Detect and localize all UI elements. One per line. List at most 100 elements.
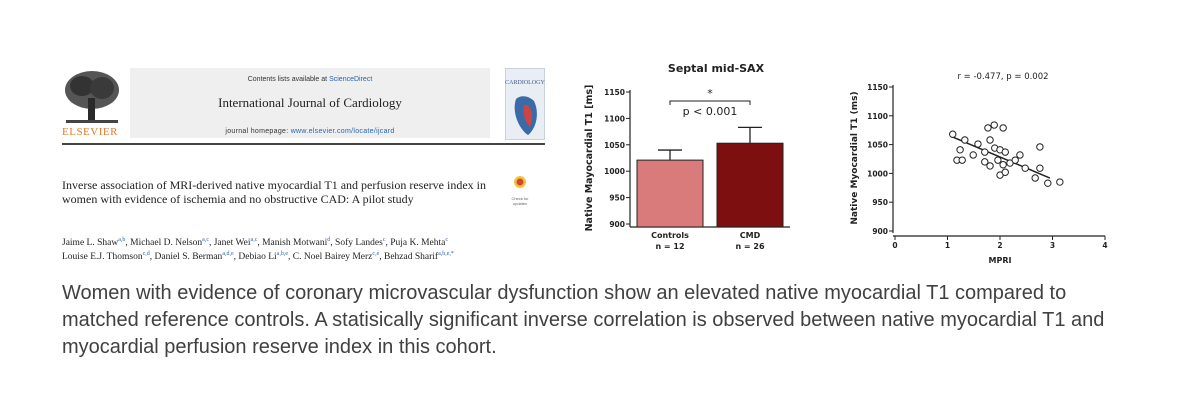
y-tick-label: 900: [609, 220, 625, 229]
category-note: n = 12: [655, 242, 684, 251]
y-tick-label: 1000: [604, 167, 625, 176]
author-list: Jaime L. Shawa,bMichael D. Nelsona,cJane…: [62, 235, 454, 263]
author: Manish Motwanid: [262, 237, 335, 249]
author-affiliation: a,b: [118, 237, 126, 243]
data-point: [981, 148, 989, 156]
author-name: Manish Motwani: [262, 238, 328, 249]
caption: Women with evidence of coronary microvas…: [62, 282, 1105, 358]
cover-title: CARDIOLOGY: [505, 80, 545, 86]
charts: Septal mid-SAX Native Mayocardial T1 [ms]…: [584, 62, 1108, 265]
x-tick-label: 1: [945, 241, 950, 250]
author: Daniel S. Bermana,d,e: [154, 251, 239, 263]
x-tick-label: 0: [892, 241, 897, 250]
significance-bracket: [669, 100, 751, 105]
homepage-line: journal homepage: www.elsevier.com/locat…: [130, 128, 490, 135]
elsevier-tree-logo: [65, 71, 119, 123]
publisher-name: ELSEVIER: [62, 126, 118, 138]
x-axis-label: MPRI: [989, 256, 1012, 265]
data-point: [981, 158, 989, 166]
author-affiliation: a,c: [202, 237, 209, 243]
author-name: Louise E.J. Thomson: [62, 252, 143, 263]
author-name: Sofy Landes: [335, 238, 383, 249]
data-point: [958, 156, 966, 164]
category-note: n = 26: [735, 242, 765, 251]
chart-title: r = -0.477, p = 0.002: [957, 72, 1048, 82]
cover-art: [514, 96, 537, 135]
data-point: [1021, 164, 1029, 172]
author-affiliation: a,b,e,*: [438, 251, 454, 258]
data-point: [961, 136, 969, 144]
y-tick-label: 1050: [867, 141, 888, 150]
data-point: [1031, 174, 1039, 182]
y-axis-label: Native Myocardial T1 (ms): [850, 91, 860, 224]
author-affiliation: c,e: [372, 251, 380, 258]
data-point: [949, 130, 957, 138]
author-name: Janet Wei: [213, 238, 251, 249]
data-point: [1056, 178, 1064, 186]
data-point: [1036, 164, 1044, 172]
y-tick-label: 1000: [867, 169, 888, 178]
author: Behzad Sharifa,b,e,*: [384, 251, 454, 262]
journal-name: International Journal of Cardiology: [218, 95, 402, 110]
check-updates-icon: [514, 176, 526, 188]
y-tick-label: 1150: [867, 83, 888, 92]
bar: [636, 159, 704, 228]
author-line: Jaime L. Shawa,bMichael D. Nelsona,cJane…: [62, 235, 454, 249]
data-point: [986, 162, 994, 170]
article-title: Inverse association of MRI-derived nativ…: [62, 178, 486, 206]
bar: [716, 142, 784, 228]
header-band: [130, 68, 490, 138]
contents-line: Contents lists available at ScienceDirec…: [130, 76, 490, 83]
author-name: Michael D. Nelson: [130, 238, 203, 249]
author: Debiao Lia,b,e: [238, 251, 292, 263]
data-point: [986, 136, 994, 144]
data-point: [1036, 143, 1044, 151]
y-axis-label: Native Mayocardial T1 [ms]: [584, 85, 595, 232]
author-affiliation: d: [327, 237, 331, 243]
y-tick-label: 900: [872, 227, 888, 236]
author-name: Puja K. Mehta: [390, 238, 446, 249]
data-point: [999, 161, 1007, 169]
x-tick-label: 4: [1102, 241, 1107, 250]
y-tick-label: 1050: [604, 141, 625, 150]
author-name: Daniel S. Berman: [154, 252, 223, 263]
significance-marker: *: [707, 87, 713, 100]
author: C. Noel Bairey Merzc,e: [292, 251, 384, 263]
author-affiliation: c,d: [142, 251, 150, 258]
homepage-prefix: journal homepage:: [225, 128, 289, 135]
data-point: [969, 151, 977, 159]
author-affiliation: c: [445, 237, 449, 243]
data-point: [1001, 168, 1009, 176]
sciencedirect-link[interactable]: ScienceDirect: [329, 76, 373, 83]
y-tick-label: 1100: [604, 114, 625, 123]
contents-prefix: Contents lists available at: [247, 76, 328, 83]
y-tick-label: 950: [872, 198, 888, 207]
x-tick-label: Controls: [651, 231, 689, 240]
check-updates-text: Check for updates: [511, 196, 529, 206]
data-point: [974, 140, 982, 148]
author-name: C. Noel Bairey Merz: [292, 252, 373, 263]
author: Jaime L. Shawa,b: [62, 237, 130, 248]
data-point: [1016, 151, 1024, 159]
author-affiliation: a,d,e: [222, 251, 234, 258]
check-updates[interactable]: Check for updates: [505, 175, 535, 206]
author: Janet Weia,c: [213, 237, 262, 249]
author: Puja K. Mehtac: [390, 237, 449, 249]
homepage-link[interactable]: www.elsevier.com/locate/ijcard: [290, 128, 395, 135]
data-point: [984, 124, 992, 132]
author: Louise E.J. Thomsonc,d: [62, 251, 155, 263]
x-tick-label: 3: [1050, 241, 1055, 250]
data-point: [994, 156, 1002, 164]
header-rule: [62, 143, 545, 145]
data-point: [999, 124, 1007, 132]
y-tick-label: 950: [609, 194, 625, 203]
chart-title: Septal mid-SAX: [668, 62, 765, 75]
author: Michael D. Nelsona,c: [130, 237, 214, 249]
author-name: Debiao Li: [238, 252, 277, 263]
author-line: Louise E.J. Thomsonc,dDaniel S. Bermana,…: [62, 249, 454, 263]
author-affiliation: a,c: [250, 237, 258, 243]
data-point: [1011, 156, 1019, 164]
data-point: [990, 121, 998, 129]
y-tick-label: 1150: [604, 88, 625, 97]
